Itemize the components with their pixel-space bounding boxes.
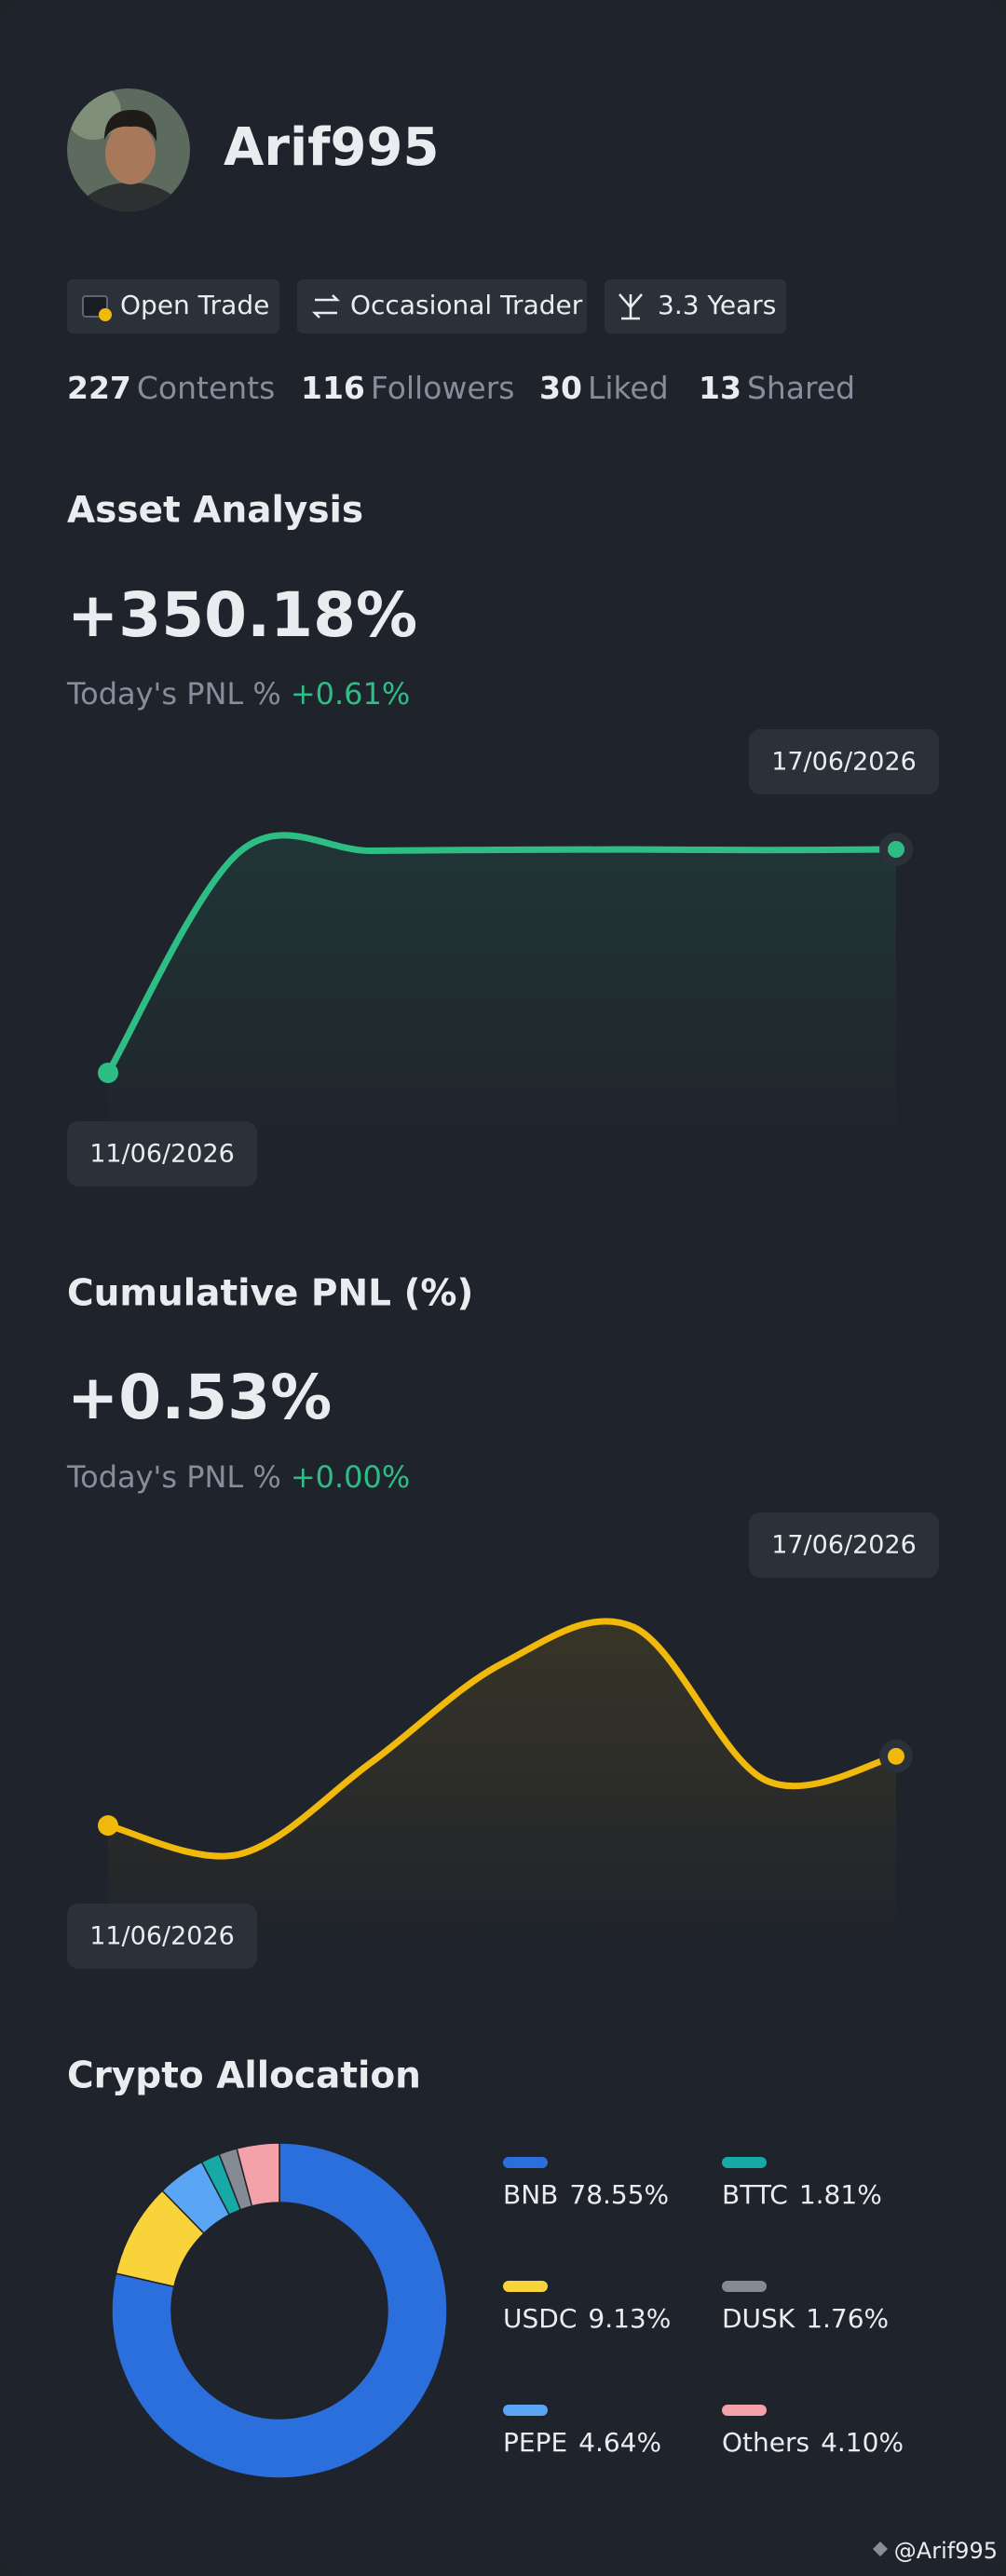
tag: Open Trade — [67, 279, 279, 333]
legend-entry: BTTC 1.81% — [722, 2179, 882, 2210]
line — [104, 832, 900, 1077]
stats: 227 Contents 116 Followers 30 Liked 13 Shared — [67, 370, 855, 406]
tooltip-box — [67, 1904, 257, 1969]
start-point — [98, 1815, 118, 1837]
stat-count: 13 — [699, 370, 741, 406]
legend-swatch — [722, 2157, 767, 2168]
today-value: +0.00% — [291, 1459, 410, 1495]
legend-name: DUSK — [722, 2303, 795, 2334]
today-label: Today's PNL % — [66, 676, 281, 712]
stat: 30 Liked — [539, 370, 669, 406]
legend-value: 78.55% — [569, 2179, 669, 2210]
area — [108, 834, 896, 1167]
today-label: Today's PNL % — [66, 1459, 281, 1495]
legend-value: 9.13% — [588, 2303, 671, 2334]
tag-label: Open Trade — [120, 290, 269, 320]
legend-swatch — [722, 2281, 767, 2292]
line-chart: Asset Analysis +350.18% Today's PNL % +0.61… — [66, 490, 939, 1186]
section-title: Crypto Allocation — [67, 2055, 421, 2097]
donut-slice — [111, 2142, 448, 2479]
donut-slice — [236, 2142, 280, 2207]
stat-count: 116 — [301, 370, 365, 406]
tag-label: Occasional Trader — [350, 290, 583, 320]
watermark-text: @Arif995 — [894, 2538, 998, 2564]
tooltip-box — [67, 1121, 257, 1186]
tooltip-date: 17/06/2026 — [771, 1531, 917, 1560]
stat-label: Followers — [371, 370, 515, 406]
legend-name: BNB — [503, 2179, 558, 2210]
legend-value: 4.10% — [821, 2427, 904, 2458]
stat: 13 Shared — [699, 370, 855, 406]
stat-count: 227 — [67, 370, 131, 406]
section-title: Cumulative PNL (%) — [67, 1273, 473, 1315]
stat: 116 Followers — [301, 370, 514, 406]
line-chart: Cumulative PNL (%) +0.53% Today's PNL % +0.… — [66, 1273, 939, 1969]
allocation: Crypto Allocation BNB 78.55% USDC 9.13% PEPE 4… — [67, 2055, 904, 2479]
legend-entry: Others 4.10% — [722, 2427, 904, 2458]
stat-label: Contents — [137, 370, 275, 406]
stat-label: Shared — [747, 370, 855, 406]
legend-entry: BNB 78.55% — [503, 2179, 669, 2210]
legend-name: PEPE — [503, 2427, 567, 2458]
tooltip-box — [749, 1512, 939, 1578]
watermark: @Arif995 — [873, 2538, 998, 2564]
tag: 3.3 Years — [605, 279, 786, 333]
tag: Occasional Trader — [297, 279, 587, 333]
legend-swatch — [503, 2281, 548, 2292]
tooltip-date: 11/06/2026 — [89, 1140, 235, 1169]
headline-value: +350.18% — [67, 579, 417, 651]
legend-value: 1.81% — [799, 2179, 882, 2210]
stat-count: 30 — [539, 370, 582, 406]
legend-value: 1.76% — [806, 2303, 889, 2334]
section-title: Asset Analysis — [67, 490, 363, 532]
charts: Asset Analysis +350.18% Today's PNL % +0.61… — [66, 490, 939, 2479]
today-value: +0.61% — [291, 676, 410, 712]
legend-entry: USDC 9.13% — [503, 2303, 671, 2334]
start-point — [98, 1063, 118, 1083]
tooltip-box — [749, 729, 939, 794]
username: Arif995 — [224, 117, 439, 178]
end-point — [888, 841, 904, 858]
legend-entry: PEPE 4.64% — [503, 2427, 661, 2458]
stat-label: Liked — [588, 370, 669, 406]
legend-name: BTTC — [722, 2179, 788, 2210]
legend-swatch — [722, 2405, 767, 2416]
tooltip-date: 17/06/2026 — [771, 748, 917, 777]
legend-swatch — [503, 2157, 548, 2168]
legend-name: USDC — [503, 2303, 577, 2334]
today-pnl: Today's PNL % +0.61% — [66, 676, 410, 712]
legend-entry: DUSK 1.76% — [722, 2303, 889, 2334]
legend-value: 4.64% — [578, 2427, 661, 2458]
tag-label: 3.3 Years — [658, 290, 776, 320]
tooltip-date: 11/06/2026 — [89, 1922, 235, 1951]
legend-name: Others — [722, 2427, 809, 2458]
legend-swatch — [503, 2405, 548, 2416]
end-point — [888, 1747, 904, 1765]
stat: 227 Contents — [67, 370, 275, 406]
today-pnl: Today's PNL % +0.00% — [66, 1459, 410, 1495]
headline-value: +0.53% — [67, 1362, 332, 1433]
line — [104, 1618, 900, 1860]
